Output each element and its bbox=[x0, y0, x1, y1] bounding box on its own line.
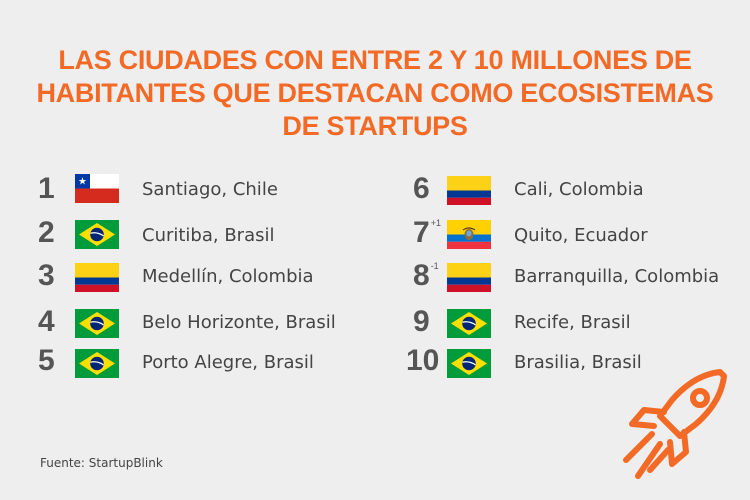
brazil-flag-icon bbox=[75, 309, 119, 338]
brazil-flag-icon bbox=[75, 220, 119, 249]
rank-number: 4 bbox=[38, 305, 55, 338]
rank-number: 6 bbox=[413, 172, 430, 205]
title-line-2: HABITANTES QUE DESTACAN COMO ECOSISTEMAS bbox=[36, 78, 714, 108]
rank-number: 3 bbox=[38, 259, 55, 292]
source-note: Fuente: StartupBlink bbox=[40, 456, 163, 470]
ecuador-flag-icon bbox=[447, 220, 491, 249]
city-name: Cali, Colombia bbox=[514, 179, 644, 200]
city-name: Recife, Brasil bbox=[514, 312, 631, 333]
rank-number: 9 bbox=[413, 305, 430, 338]
brazil-flag-icon bbox=[447, 349, 491, 378]
title-line-3: DE STARTUPS bbox=[282, 111, 468, 141]
brazil-flag-icon bbox=[447, 309, 491, 338]
rocket-icon bbox=[616, 362, 734, 486]
colombia-flag-icon bbox=[447, 263, 491, 292]
city-name: Brasilia, Brasil bbox=[514, 352, 642, 373]
rank-change: +1 bbox=[430, 218, 441, 228]
brazil-flag-icon bbox=[75, 349, 119, 378]
rank-change: -1 bbox=[430, 261, 439, 271]
rank-number: 2 bbox=[38, 216, 55, 249]
city-name: Santiago, Chile bbox=[142, 179, 278, 200]
city-name: Belo Horizonte, Brasil bbox=[142, 312, 336, 333]
rank-number: 5 bbox=[38, 344, 55, 377]
city-name: Medellín, Colombia bbox=[142, 266, 314, 287]
rank-number: 8-1 bbox=[413, 259, 439, 292]
city-name: Barranquilla, Colombia bbox=[514, 266, 720, 287]
rank-number: 7+1 bbox=[413, 216, 441, 249]
colombia-flag-icon bbox=[447, 176, 491, 205]
title-line-1: LAS CIUDADES CON ENTRE 2 Y 10 MILLONES D… bbox=[58, 45, 692, 75]
city-name: Quito, Ecuador bbox=[514, 225, 648, 246]
rank-number: 10 bbox=[406, 344, 440, 377]
page-title: LAS CIUDADES CON ENTRE 2 Y 10 MILLONES D… bbox=[0, 44, 750, 143]
city-name: Curitiba, Brasil bbox=[142, 225, 275, 246]
colombia-flag-icon bbox=[75, 263, 119, 292]
chile-flag-icon bbox=[75, 174, 119, 203]
city-name: Porto Alegre, Brasil bbox=[142, 352, 314, 373]
rank-number: 1 bbox=[38, 172, 55, 205]
